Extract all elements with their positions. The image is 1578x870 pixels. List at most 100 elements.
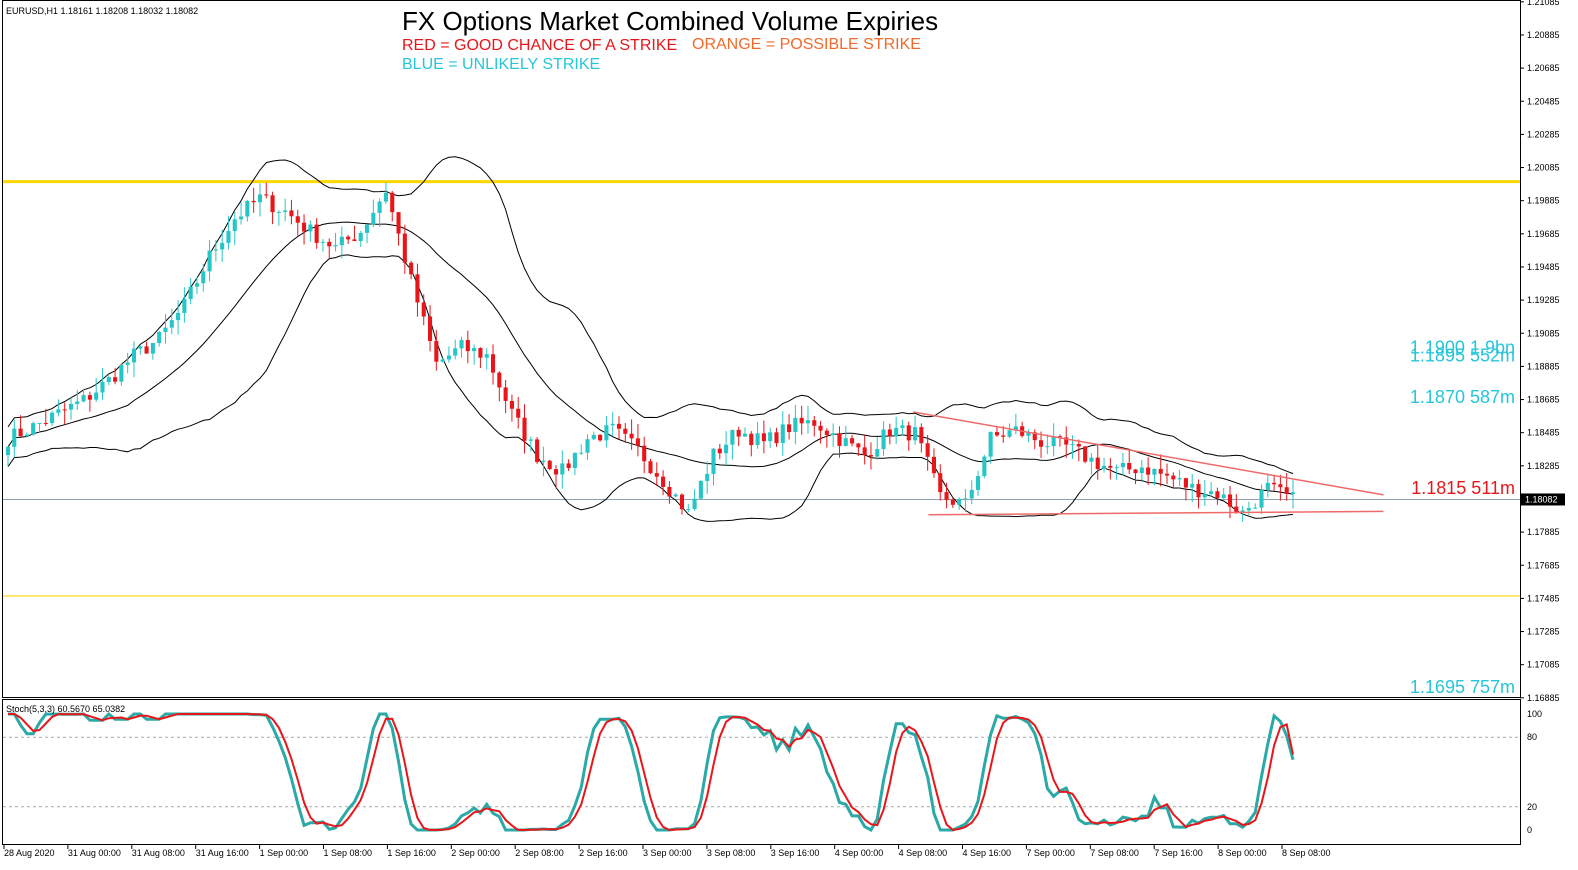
- candle-body: [390, 192, 395, 213]
- time-tick-label: 3 Sep 00:00: [643, 848, 692, 858]
- candle-body: [881, 429, 886, 450]
- candle-body: [572, 452, 577, 468]
- price-tick-label: 1.17085: [1527, 660, 1560, 670]
- time-tick-label: 3 Sep 08:00: [707, 848, 756, 858]
- candle-body: [944, 492, 949, 500]
- candle-body: [226, 230, 231, 243]
- candle-body: [522, 417, 527, 441]
- bollinger-lower: [7, 254, 1294, 522]
- candle-body: [749, 433, 754, 446]
- candle-body: [1177, 478, 1182, 480]
- wedge-trendlines: [913, 411, 1384, 516]
- price-axis: 1.21085 1.20885 1.20685 1.20485 1.20285 1.200…: [1520, 0, 1560, 703]
- candle-body: [994, 432, 999, 436]
- time-tick-label: 8 Sep 00:00: [1218, 848, 1267, 858]
- candle-body: [144, 346, 149, 354]
- candle-body: [843, 438, 848, 446]
- candle-body: [1221, 494, 1226, 499]
- candle-body: [440, 359, 445, 362]
- candle-body: [812, 420, 817, 426]
- candle-body: [1234, 506, 1239, 513]
- candle-body: [1284, 487, 1289, 494]
- candle-body: [87, 395, 92, 400]
- candles: [5, 182, 1296, 522]
- time-tick-label: 4 Sep 16:00: [963, 848, 1012, 858]
- candle-body: [1070, 443, 1075, 445]
- candle-body: [875, 449, 880, 457]
- candle-body: [925, 443, 930, 457]
- price-tag-text: 1.18082: [1525, 494, 1558, 504]
- candle-body: [270, 195, 275, 213]
- candle-body: [295, 216, 300, 223]
- candle-body: [742, 433, 748, 437]
- stoch-tick-label: 100: [1527, 709, 1542, 719]
- candle-body: [163, 327, 168, 333]
- candle-body: [1045, 446, 1050, 448]
- candle-body: [1259, 489, 1264, 508]
- candle-body: [516, 408, 521, 418]
- time-tick-label: 4 Sep 08:00: [899, 848, 948, 858]
- candle-body: [465, 340, 470, 352]
- time-tick-label: 28 Aug 2020: [4, 848, 55, 858]
- candle-body: [805, 420, 811, 424]
- candle-body: [1038, 440, 1044, 447]
- candle-body: [56, 409, 61, 413]
- candle-body: [755, 433, 760, 446]
- time-axis: 28 Aug 2020 31 Aug 00:00 31 Aug 08:00 31 Au…: [3, 845, 1331, 858]
- time-tick-label: 7 Sep 16:00: [1154, 848, 1203, 858]
- candle-body: [371, 212, 376, 225]
- candle-body: [579, 452, 584, 454]
- candle-body: [18, 428, 23, 437]
- candle-body: [679, 494, 685, 510]
- price-tick-label: 1.21085: [1527, 0, 1560, 7]
- candle-body: [37, 423, 42, 425]
- candle-body: [1158, 468, 1163, 474]
- candle-body: [138, 346, 143, 349]
- candle-body: [1064, 437, 1069, 445]
- bollinger-upper: [7, 156, 1294, 475]
- candle-body: [289, 210, 294, 217]
- candle-body: [598, 434, 603, 441]
- candle-body: [950, 499, 955, 505]
- candle-body: [453, 348, 458, 356]
- expiry-label: 1.1695 757m: [1410, 677, 1515, 697]
- price-tick-label: 1.18285: [1527, 461, 1560, 471]
- time-tick-label: 31 Aug 16:00: [196, 848, 249, 858]
- price-tick-label: 1.19685: [1527, 229, 1560, 239]
- price-tag-bg: [1521, 493, 1565, 506]
- price-tick-label: 1.17285: [1527, 627, 1560, 637]
- candle-body: [1240, 510, 1245, 513]
- wedge-upper-line: [913, 411, 1384, 496]
- candle-body: [730, 429, 735, 445]
- candle-body: [1253, 507, 1258, 509]
- stoch-tick-label: 0: [1527, 825, 1532, 835]
- candle-body: [409, 262, 414, 275]
- candle-body: [459, 340, 464, 349]
- candle-body: [768, 432, 773, 442]
- candle-body: [856, 443, 861, 448]
- candle-body: [377, 201, 382, 213]
- candle-body: [220, 242, 225, 250]
- candle-body: [251, 200, 256, 203]
- price-tick-label: 1.19085: [1527, 328, 1560, 338]
- time-tick-label: 31 Aug 08:00: [132, 848, 185, 858]
- candle-body: [1057, 436, 1062, 438]
- candle-body: [1290, 492, 1296, 494]
- price-tick-label: 1.17885: [1527, 527, 1560, 537]
- candle-body: [12, 428, 17, 447]
- price-tick-label: 1.17485: [1527, 593, 1560, 603]
- stochastic-indicator: 100 80 20 0: [3, 709, 1542, 835]
- candle-body: [654, 473, 659, 477]
- candle-body: [257, 194, 263, 203]
- candle-body: [705, 473, 710, 481]
- candle-body: [150, 342, 155, 354]
- candle-body: [1183, 478, 1188, 488]
- candle-body: [1095, 457, 1100, 469]
- candle-body: [793, 417, 798, 433]
- candle-body: [1215, 491, 1220, 499]
- legend-blue: BLUE = UNLIKELY STRIKE: [402, 56, 600, 73]
- time-tick-label: 7 Sep 08:00: [1090, 848, 1139, 858]
- stoch-signal-line: [8, 713, 1294, 832]
- candle-body: [119, 365, 124, 382]
